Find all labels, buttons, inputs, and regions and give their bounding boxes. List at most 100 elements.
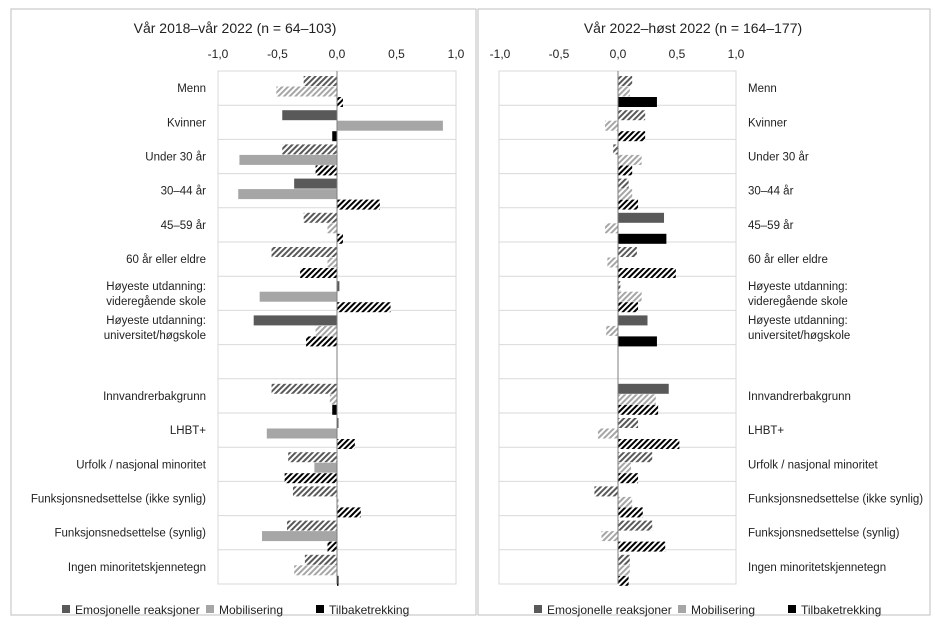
- left-category-label: 60 år eller eldre: [126, 254, 206, 266]
- left-x-tick-label: -0,5: [267, 47, 288, 61]
- left-x-tick-label: 0,0: [329, 47, 346, 61]
- right-legend-swatch: [534, 605, 542, 613]
- right-bar-mobilisering: [618, 155, 642, 165]
- left-category-label: Innvandrerbakgrunn: [103, 391, 206, 403]
- left-bar-tilbaketrekking: [332, 405, 337, 415]
- left-bar-tilbaketrekking: [337, 97, 343, 107]
- right-bar-mobilisering: [618, 189, 632, 199]
- left-bar-emosjonelle: [272, 247, 337, 257]
- left-x-tick-label: -1,0: [208, 47, 229, 61]
- right-category-label: 60 år eller eldre: [748, 254, 828, 266]
- right-category-label: Høyeste utdanning: universitet/høgskole: [748, 315, 850, 342]
- right-category-label: Urfolk / nasjonal minoritet: [748, 459, 879, 471]
- right-bar-tilbaketrekking: [618, 439, 679, 449]
- left-bar-emosjonelle: [294, 179, 337, 189]
- left-bar-mobilisering: [276, 87, 337, 97]
- right-chart: Vår 2022–høst 2022 (n = 164–177) -1,0 -0,5…: [490, 20, 924, 617]
- left-bar-mobilisering: [327, 258, 337, 268]
- right-category-label: 45–59 år: [748, 220, 794, 232]
- right-bar-emosjonelle: [618, 418, 638, 428]
- right-bar-emosjonelle: [618, 315, 648, 325]
- right-bar-tilbaketrekking: [618, 542, 665, 552]
- right-chart-title: Vår 2022–høst 2022 (n = 164–177): [584, 20, 802, 36]
- left-category-label: Funksjonsnedsettelse (ikke synlig): [31, 494, 206, 506]
- right-x-tick-label: 1,0: [728, 47, 745, 61]
- left-legend-swatch: [206, 605, 214, 613]
- right-category-label: Ingen minoritetskjennetegn: [748, 562, 886, 574]
- left-legend-swatch: [316, 605, 324, 613]
- left-bar-tilbaketrekking: [327, 542, 337, 552]
- right-x-tick-label: 0,0: [610, 47, 627, 61]
- left-bar-mobilisering: [316, 326, 337, 336]
- right-bar-tilbaketrekking: [618, 302, 638, 312]
- left-bar-mobilisering: [294, 565, 337, 575]
- left-bar-tilbaketrekking: [306, 336, 337, 346]
- left-panel-frame: [11, 9, 476, 615]
- left-bar-mobilisering: [238, 189, 337, 199]
- left-legend-label: Tilbaketrekking: [329, 603, 409, 617]
- left-category-label: Ingen minoritetskjennetegn: [68, 562, 206, 574]
- left-category-label: Urfolk / nasjonal minoritet: [76, 459, 207, 471]
- left-category-label: Høyeste utdanning: universitet/høgskole: [104, 315, 206, 342]
- right-bar-mobilisering: [607, 258, 618, 268]
- left-x-tick-label: 1,0: [448, 47, 465, 61]
- right-legend: Emosjonelle reaksjoner Mobilisering Tilbak…: [534, 603, 881, 617]
- right-bar-emosjonelle: [613, 144, 618, 154]
- right-category-label: Menn: [748, 83, 777, 95]
- right-category-label: Høyeste utdanning: videregående skole: [748, 281, 848, 308]
- left-bar-mobilisering: [314, 463, 337, 473]
- left-bar-tilbaketrekking: [337, 302, 391, 312]
- right-bar-emosjonelle: [618, 521, 652, 531]
- right-panel-frame: [478, 9, 930, 615]
- left-chart: Vår 2018–vår 2022 (n = 64–103) -1,0 -0,5 0,…: [31, 20, 465, 617]
- right-bar-emosjonelle: [618, 384, 669, 394]
- left-bar-emosjonelle: [305, 555, 337, 565]
- right-bar-tilbaketrekking: [618, 473, 638, 483]
- right-legend-label: Mobilisering: [691, 603, 755, 617]
- left-bar-tilbaketrekking: [337, 439, 355, 449]
- left-bar-mobilisering: [337, 121, 443, 131]
- left-category-label: Under 30 år: [145, 152, 206, 164]
- left-category-label: Høyeste utdanning: videregående skole: [106, 281, 206, 308]
- left-category-label: Menn: [177, 83, 206, 95]
- right-bar-emosjonelle: [618, 179, 629, 189]
- left-legend: Emosjonelle reaksjoner Mobilisering Tilbak…: [62, 603, 409, 617]
- right-bar-mobilisering: [618, 292, 642, 302]
- left-category-label: 30–44 år: [161, 186, 207, 198]
- right-category-label: 30–44 år: [748, 186, 794, 198]
- left-legend-label: Mobilisering: [219, 603, 283, 617]
- left-bar-emosjonelle: [254, 315, 337, 325]
- right-bar-mobilisering: [598, 429, 618, 439]
- right-category-label: Innvandrerbakgrunn: [748, 391, 851, 403]
- right-bar-mobilisering: [618, 394, 656, 404]
- left-bar-emosjonelle: [304, 213, 337, 223]
- right-bar-mobilisering: [618, 87, 630, 97]
- left-bar-mobilisering: [330, 394, 337, 404]
- right-bar-tilbaketrekking: [618, 200, 638, 210]
- left-bar-mobilisering: [327, 223, 337, 233]
- right-bar-mobilisering: [605, 121, 618, 131]
- left-bar-tilbaketrekking: [337, 234, 343, 244]
- right-category-label: Under 30 år: [748, 152, 809, 164]
- right-bar-mobilisering: [618, 497, 632, 507]
- left-bar-tilbaketrekking: [285, 473, 337, 483]
- left-bar-tilbaketrekking: [332, 131, 337, 141]
- left-bar-mobilisering: [239, 155, 337, 165]
- left-bar-emosjonelle: [282, 144, 337, 154]
- right-bar-mobilisering: [618, 463, 631, 473]
- left-bar-mobilisering: [262, 531, 337, 541]
- left-bar-mobilisering: [260, 292, 337, 302]
- left-bar-emosjonelle: [293, 486, 337, 496]
- right-bar-tilbaketrekking: [618, 405, 658, 415]
- left-bar-tilbaketrekking: [316, 165, 337, 175]
- right-legend-swatch: [678, 605, 686, 613]
- right-legend-swatch: [788, 605, 796, 613]
- left-bar-emosjonelle: [287, 521, 337, 531]
- right-bar-tilbaketrekking: [618, 507, 643, 517]
- left-bar-mobilisering: [267, 429, 337, 439]
- left-category-label: 45–59 år: [161, 220, 207, 232]
- left-bar-emosjonelle: [282, 110, 337, 120]
- left-bar-emosjonelle: [272, 384, 337, 394]
- right-bar-emosjonelle: [618, 555, 630, 565]
